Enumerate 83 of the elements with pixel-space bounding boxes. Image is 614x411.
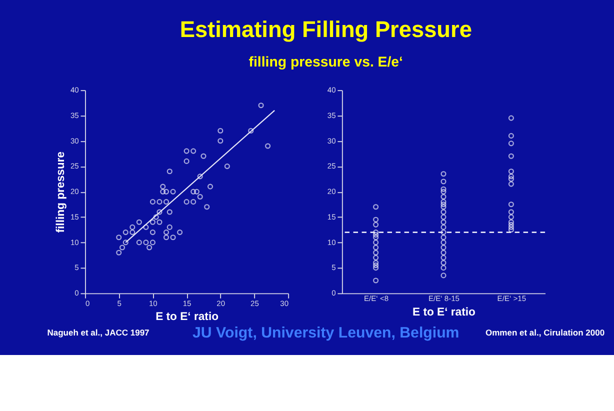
y-tick-label: 15 [327, 212, 336, 222]
point [194, 188, 200, 194]
point [143, 224, 149, 230]
text: Ommen et al., Cirulation 2000 [486, 328, 605, 338]
x-tick-label: 15 [182, 298, 192, 308]
point [150, 199, 156, 205]
y-tick-label: 40 [327, 85, 336, 94]
point [163, 199, 170, 205]
point [160, 184, 166, 190]
point [204, 204, 210, 210]
y-tick-label: 20 [70, 187, 79, 196]
point [153, 214, 159, 220]
y-tick-label: 10 [70, 238, 79, 247]
point [163, 188, 170, 194]
point [166, 168, 172, 174]
point [136, 240, 142, 246]
x-tick-label: E/E‘ >15 [497, 294, 526, 304]
point [190, 148, 196, 154]
point [160, 188, 166, 194]
point [258, 102, 264, 108]
y-tick-label: 25 [327, 162, 336, 171]
x-axis-title: E to E‘ ratio [412, 306, 476, 318]
point [136, 219, 142, 225]
point [200, 153, 206, 159]
point [184, 199, 190, 205]
point [190, 199, 196, 205]
point [150, 240, 156, 246]
point [265, 143, 271, 149]
x-axis-title: E to E‘ ratio [156, 311, 219, 324]
x-tick-label: 5 [117, 298, 122, 308]
point [156, 219, 162, 225]
y-tick-label: 10 [327, 238, 336, 247]
y-tick-label: 30 [327, 136, 336, 146]
point [248, 128, 254, 134]
point [163, 234, 170, 240]
point [184, 158, 190, 164]
chart-title: Estimating Filling Pressure [180, 16, 472, 42]
point [119, 244, 126, 250]
point [190, 188, 196, 194]
point [170, 234, 176, 240]
y-tick-label: 20 [327, 187, 336, 196]
point [130, 230, 136, 236]
point [166, 224, 172, 230]
point [116, 250, 122, 256]
point [224, 164, 230, 170]
x-tick-label: 10 [148, 298, 158, 308]
text: Nagueh et al., JACC 1997 [47, 328, 150, 338]
point [143, 240, 149, 246]
point [170, 188, 176, 194]
y-tick-label: 25 [70, 162, 79, 171]
point [166, 209, 172, 215]
point [207, 184, 214, 190]
x-tick-label: 20 [216, 298, 226, 308]
point [218, 128, 224, 134]
point [116, 234, 122, 240]
text: filling pressure vs. E/e‘ [248, 54, 403, 71]
point [130, 224, 136, 230]
x-tick-label: E/E‘ <8 [364, 294, 389, 304]
point [177, 230, 183, 236]
y-tick-label: 40 [70, 85, 79, 94]
x-tick-label: E/E‘ 8-15 [428, 294, 460, 304]
y-axis-title: filling pressure [54, 152, 67, 233]
text: JU Voigt, University Leuven, Belgium [192, 324, 460, 342]
point [150, 230, 156, 236]
point [146, 244, 152, 250]
x-tick-label: 25 [250, 298, 259, 308]
point [218, 138, 224, 144]
point [197, 174, 203, 180]
point [184, 148, 190, 154]
point [150, 219, 156, 225]
point [156, 199, 162, 205]
point [163, 230, 170, 236]
y-tick-label: 15 [70, 212, 79, 222]
y-tick-label: 35 [70, 110, 79, 120]
point [122, 230, 128, 236]
point [197, 194, 203, 200]
x-tick-label: 0 [85, 298, 90, 308]
y-tick-label: 5 [74, 263, 79, 272]
y-tick-label: 35 [327, 110, 336, 120]
point [156, 209, 162, 215]
y-tick-label: 5 [332, 263, 336, 272]
y-tick-label: 30 [70, 136, 79, 146]
x-tick-label: 30 [280, 298, 289, 308]
